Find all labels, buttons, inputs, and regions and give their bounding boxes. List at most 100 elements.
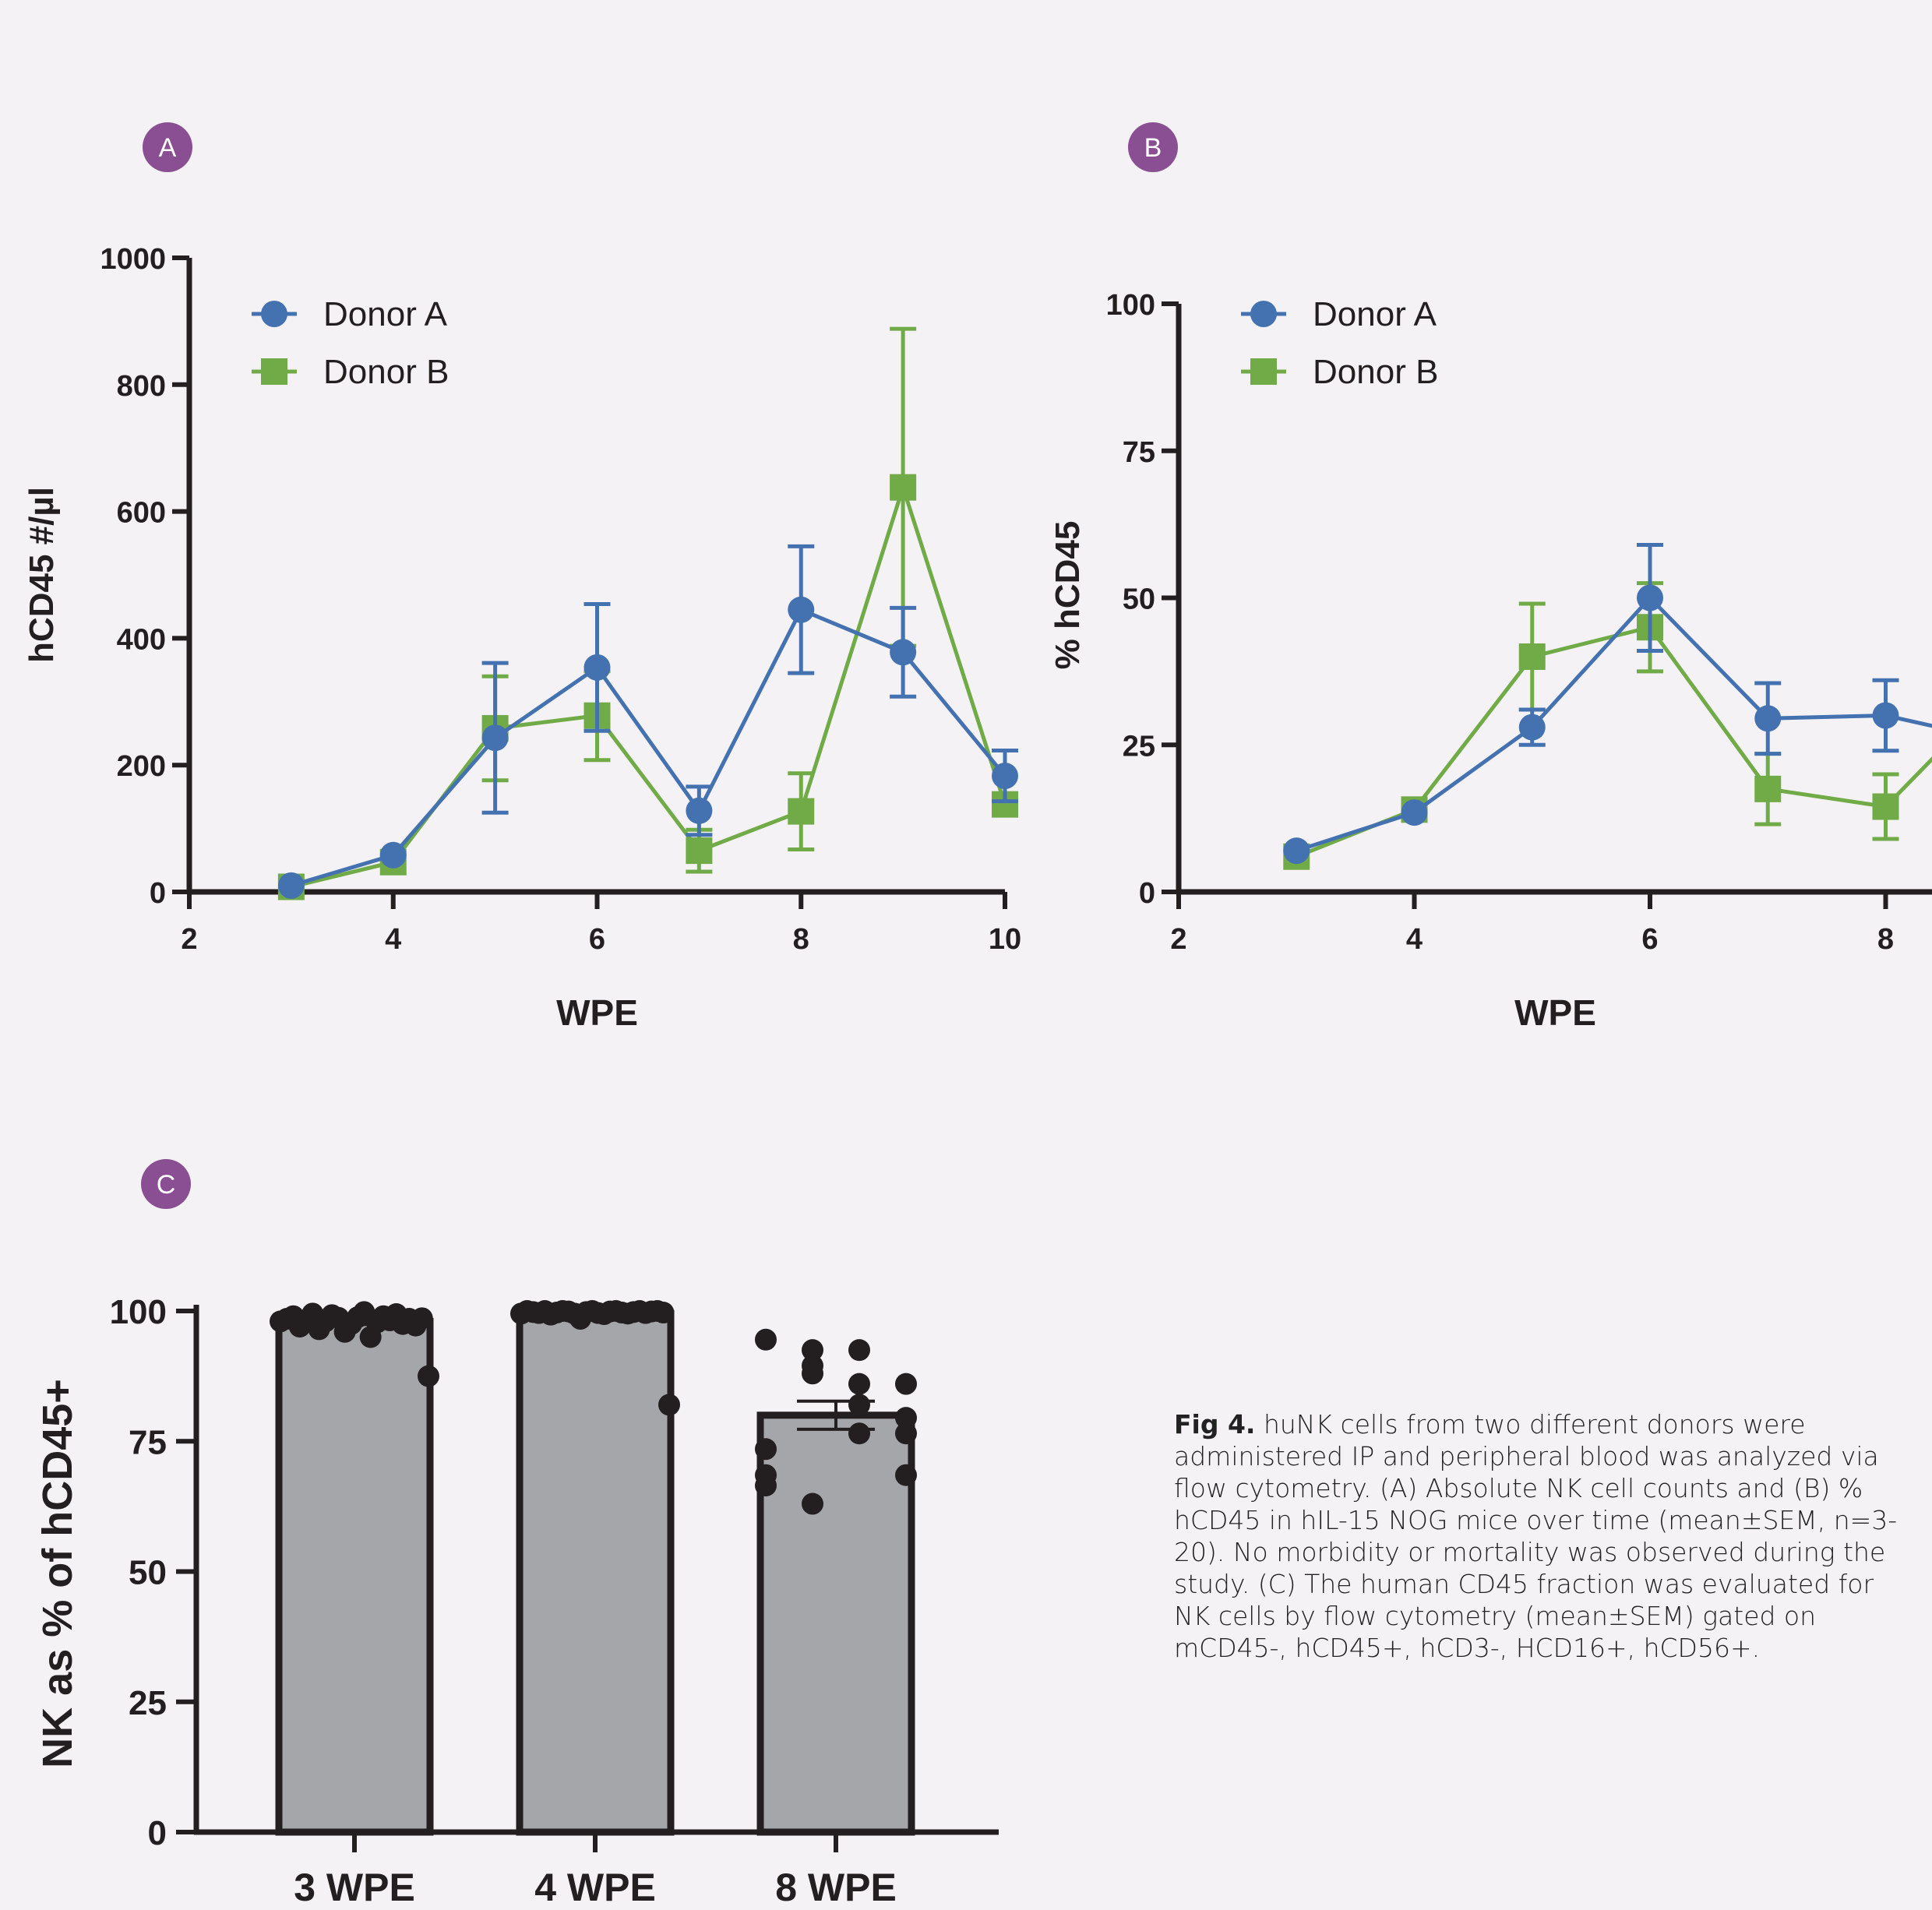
legend-item: Donor B [1241, 353, 1438, 391]
x-tick-label: 3 WPE [294, 1866, 415, 1909]
y-tick-label: 50 [1123, 583, 1155, 616]
caption-lead: Fig 4. [1174, 1409, 1256, 1440]
data-point [890, 474, 917, 501]
data-point [1283, 837, 1310, 865]
x-tick-label: 2 [1170, 923, 1186, 956]
data-point [848, 1339, 870, 1362]
data-point [848, 1422, 870, 1445]
x-tick-label: 4 WPE [534, 1866, 656, 1909]
bar [756, 1411, 915, 1836]
panel-letter-c: C [157, 1170, 176, 1200]
data-point [992, 763, 1018, 790]
y-tick-label: 1000 [100, 243, 166, 276]
data-point [1518, 643, 1546, 670]
data-point [379, 841, 407, 869]
legend-item: Donor A [1241, 295, 1437, 333]
bar [516, 1309, 675, 1836]
data-point [802, 1492, 823, 1515]
figure-caption: Fig 4. huNK cells from two different don… [1174, 1408, 1906, 1664]
data-point [890, 639, 917, 666]
bar-group-3-wpe: 3 WPE [270, 1301, 439, 1909]
data-point [1872, 793, 1899, 820]
y-axis-label: hCD45 #/µl [23, 487, 61, 663]
data-point [755, 1438, 777, 1461]
legend-label: Donor A [323, 295, 448, 333]
panel-badge-c [141, 1159, 191, 1209]
data-point [802, 1339, 823, 1362]
panel-badge-a [143, 122, 192, 172]
data-point [755, 1475, 777, 1497]
data-point [848, 1394, 870, 1416]
chart-c: 0 25 50 75 100 NK as % of hCD45+ 3 WPE 4 WPE 8 W… [34, 1293, 999, 1909]
data-point [1754, 775, 1782, 802]
caption-text: huNK cells from two different donors wer… [1174, 1409, 1898, 1663]
data-point [848, 1373, 870, 1395]
series-line [1296, 594, 1932, 853]
data-point [1872, 702, 1899, 729]
legend-label: Donor B [1313, 353, 1438, 391]
series-donor-b [1283, 581, 1932, 870]
x-tick-label: 10 [989, 923, 1021, 956]
series-donor-a [277, 544, 1018, 899]
data-point [277, 872, 305, 899]
data-point [895, 1373, 917, 1395]
data-point [481, 724, 509, 752]
data-point [895, 1464, 917, 1486]
data-point [686, 837, 713, 865]
y-tick-label: 600 [117, 497, 166, 530]
data-point [895, 1422, 917, 1445]
legend-label: Donor B [323, 353, 449, 391]
chart-a: 0 200 400 600 800 1000 2 4 6 8 10 WPE hCD45 #/µl Dono… [23, 243, 1021, 1033]
legend-marker [261, 301, 287, 327]
data-point [1518, 714, 1546, 741]
legend-marker [1250, 358, 1277, 385]
x-tick-label: 8 WPE [775, 1866, 897, 1909]
y-tick-label: 0 [150, 877, 166, 910]
data-point [686, 797, 713, 824]
data-point [583, 654, 611, 681]
y-tick-label: 100 [1106, 289, 1155, 322]
chart-b: 0 25 50 75 100 2 4 6 8 WPE % hCD45 Donor A Donor B [1049, 289, 1932, 1033]
panel-letter-b: B [1144, 133, 1162, 163]
data-point [755, 1328, 777, 1351]
x-tick-label: 2 [181, 923, 197, 956]
x-tick-label: 4 [1406, 923, 1423, 956]
data-point [1637, 584, 1663, 611]
legend-marker [261, 358, 287, 385]
y-tick-label: 25 [129, 1684, 167, 1722]
y-tick-label: 800 [117, 370, 166, 403]
x-tick-label: 6 [1641, 923, 1658, 956]
x-tick-label: 6 [589, 923, 605, 956]
bar-group-4-wpe: 4 WPE [510, 1300, 680, 1909]
y-axis-label: NK as % of hCD45+ [34, 1379, 81, 1768]
series-line [291, 481, 1007, 889]
data-point [895, 1407, 917, 1429]
data-point [1401, 799, 1428, 826]
series-donor-b [277, 326, 1018, 900]
x-tick-label: 8 [793, 923, 809, 956]
legend-item: Donor A [252, 295, 448, 333]
data-point [1754, 705, 1782, 732]
y-tick-label: 0 [1139, 877, 1155, 910]
legend-marker [1250, 301, 1277, 327]
x-axis-label: WPE [556, 992, 638, 1033]
y-tick-label: 0 [148, 1814, 167, 1852]
legend-item: Donor B [252, 353, 449, 391]
series-line [291, 607, 1007, 888]
y-tick-label: 25 [1123, 730, 1155, 763]
data-point [411, 1307, 433, 1330]
x-tick-label: 8 [1877, 923, 1894, 956]
data-point [788, 798, 815, 825]
data-point [658, 1394, 680, 1416]
data-point [802, 1362, 823, 1385]
x-tick-label: 4 [385, 923, 401, 956]
y-axis-label: % hCD45 [1049, 521, 1087, 670]
x-axis-label: WPE [1514, 992, 1596, 1033]
bar [275, 1317, 434, 1836]
legend-label: Donor A [1313, 295, 1437, 333]
data-point [418, 1365, 439, 1387]
y-tick-label: 100 [110, 1293, 167, 1331]
y-tick-label: 75 [129, 1423, 167, 1461]
panel-letter-a: A [159, 133, 177, 163]
